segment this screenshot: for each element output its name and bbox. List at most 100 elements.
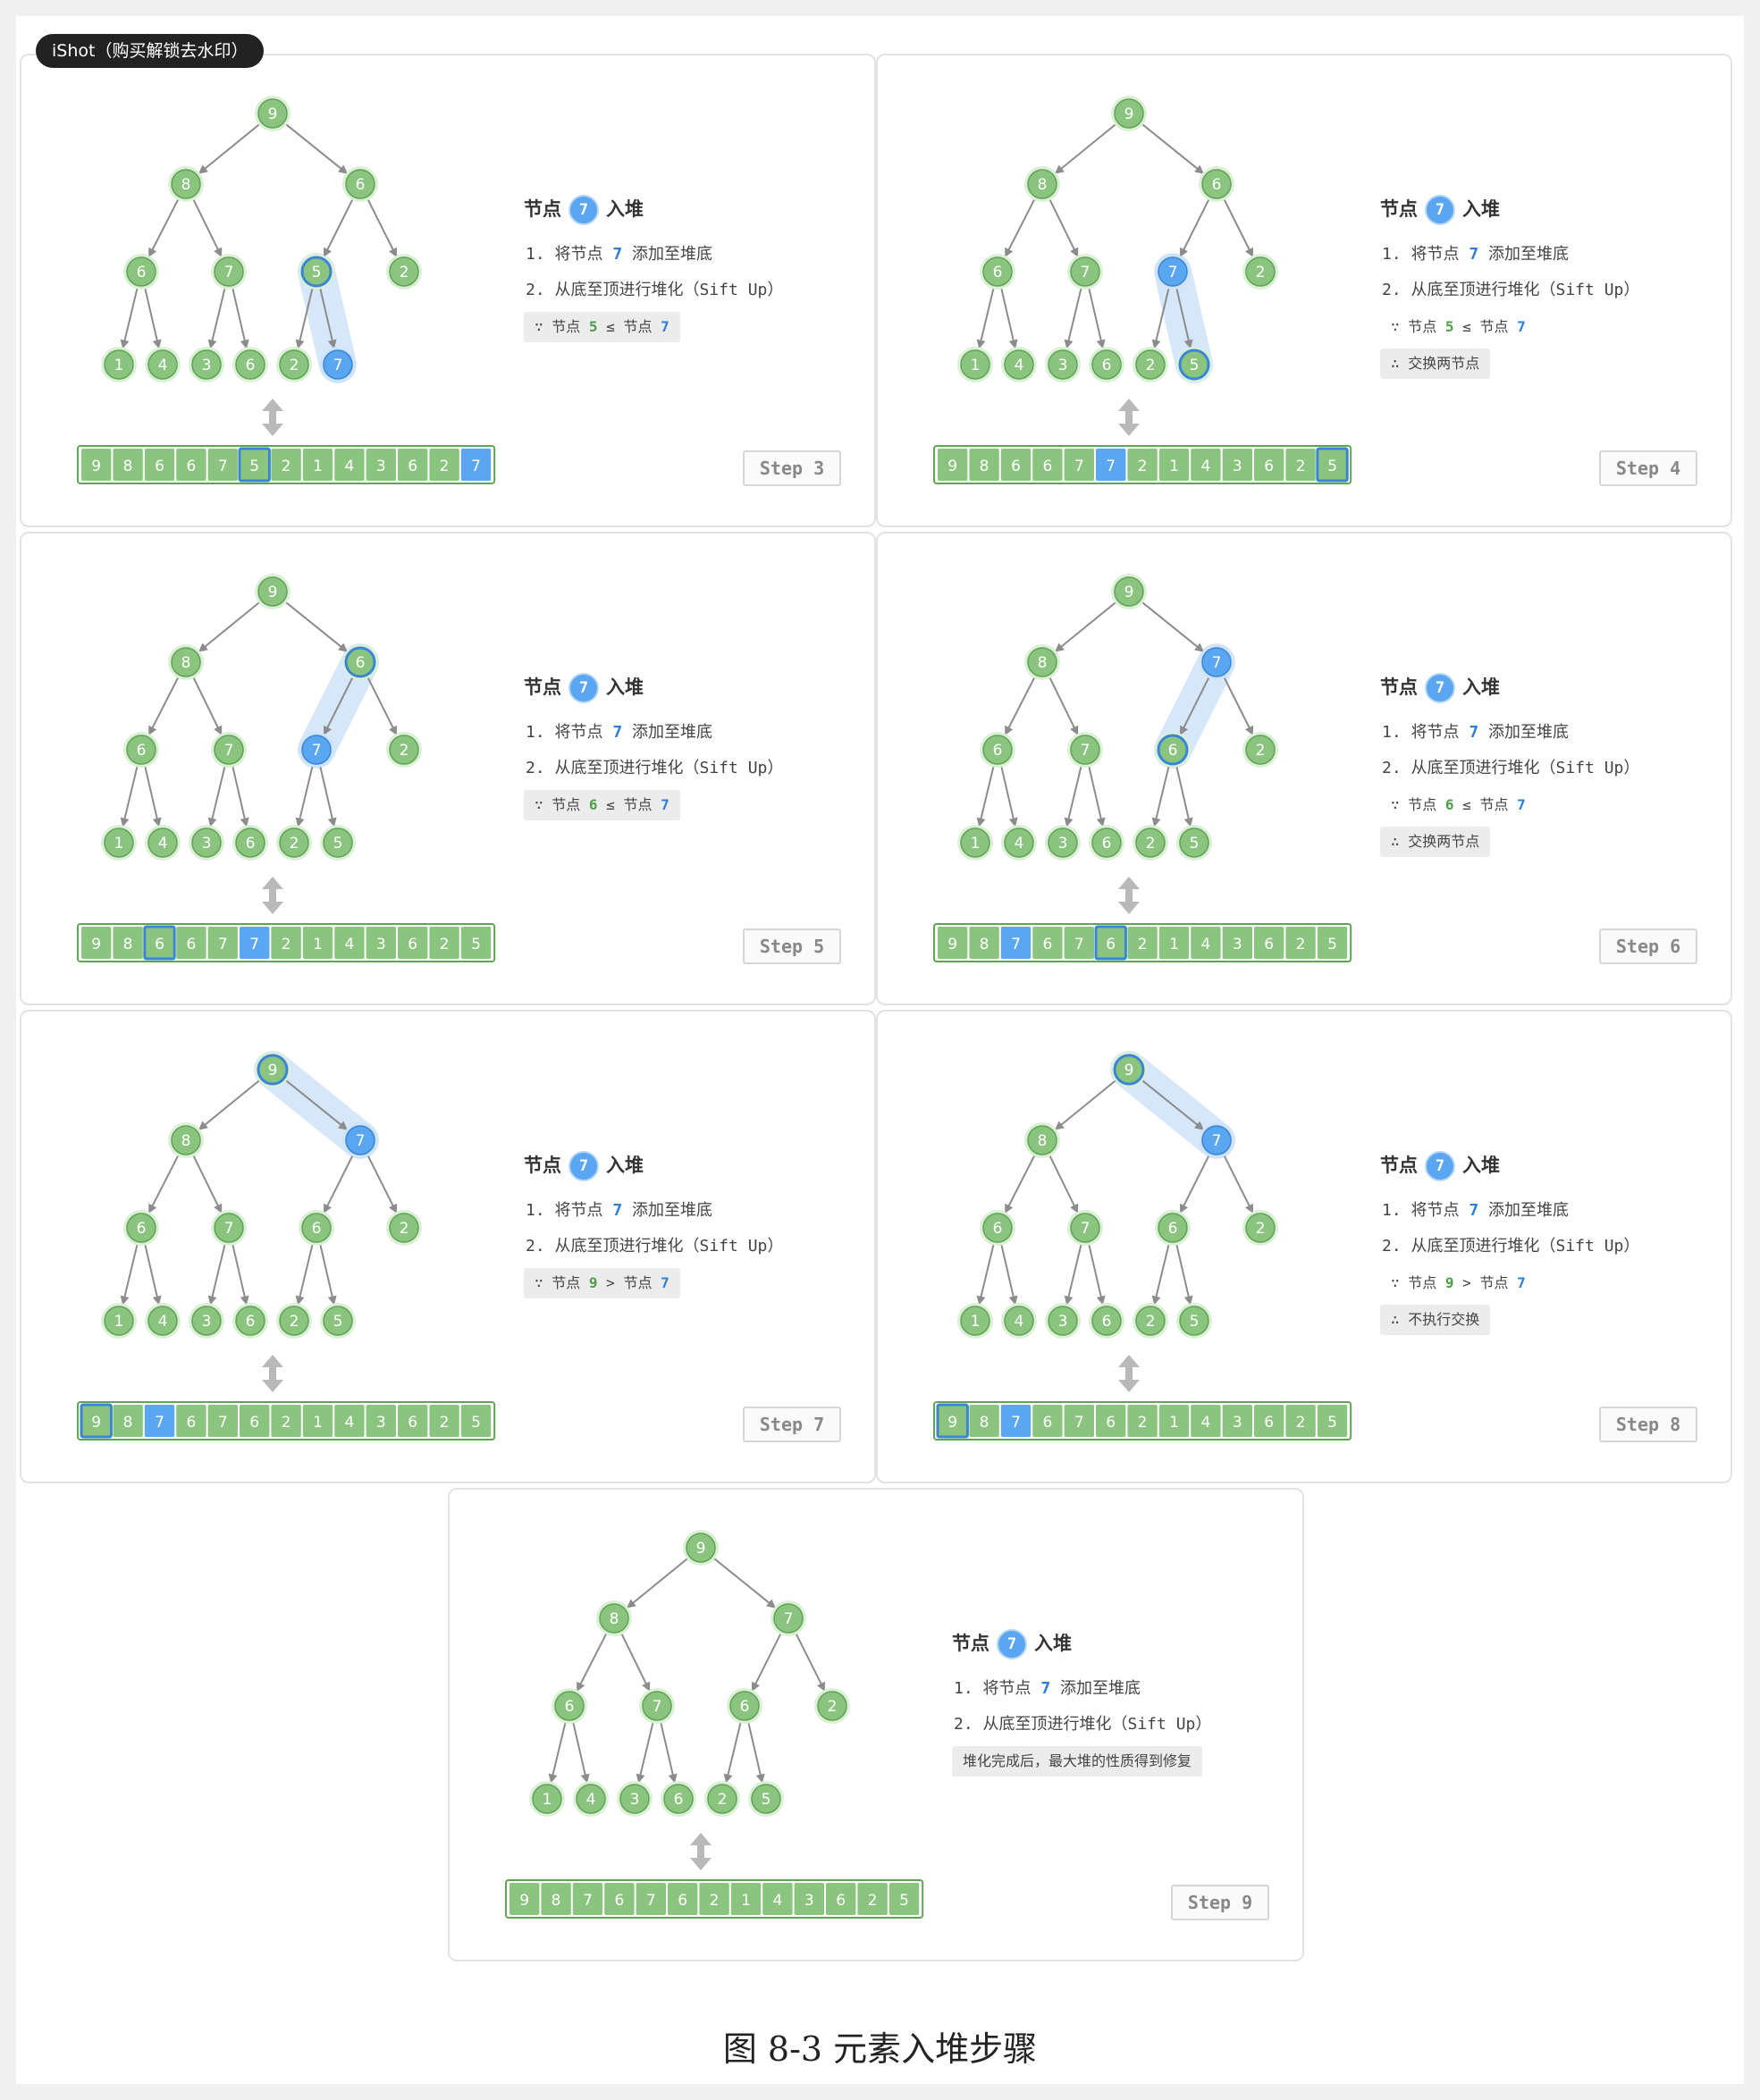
tree-node: 1 (101, 1303, 137, 1339)
array-cell-value: 5 (1327, 1414, 1337, 1432)
tree-node: 3 (189, 1303, 224, 1339)
title-prefix: 节点 (524, 676, 561, 698)
array-cell-value: 7 (218, 936, 228, 953)
tree-node: 3 (1045, 1303, 1081, 1339)
array-cell-value: 6 (186, 1414, 196, 1432)
tree-node-value: 7 (224, 264, 234, 281)
edge-arrowhead (1008, 1295, 1018, 1306)
tree-node: 2 (276, 347, 312, 382)
array-cell-value: 5 (1327, 936, 1337, 953)
edge-arrowhead (755, 1773, 765, 1784)
tree-node: 2 (704, 1781, 740, 1817)
array-frame (933, 923, 1352, 962)
tree-node: 2 (276, 825, 312, 861)
double-arrow-icon (262, 1355, 283, 1392)
step-label-button[interactable]: Step 7 (743, 1407, 841, 1442)
edge-arrowhead (152, 1295, 162, 1306)
edge-arrowhead (240, 1295, 249, 1306)
tree-node-value: 6 (1102, 835, 1112, 853)
edge-arrowhead (327, 817, 337, 827)
tree-node-value: 5 (333, 1313, 343, 1331)
step-label-button[interactable]: Step 6 (1599, 928, 1697, 964)
array-cell (398, 927, 428, 959)
tree-node-value: 6 (1212, 176, 1222, 194)
tree-node-value: 3 (202, 1313, 212, 1331)
tree-node-value: 5 (333, 835, 343, 853)
array-cell-value: 8 (123, 1414, 133, 1432)
instruction-text: 添加至堆底 (1050, 1679, 1141, 1698)
tree-edge (148, 197, 180, 256)
array-cell (302, 1405, 333, 1437)
tree-edge (148, 676, 180, 735)
array-cell (366, 449, 396, 481)
array-cell-value: 4 (772, 1892, 782, 1910)
array-cell (176, 927, 206, 959)
tree-edge (232, 287, 248, 348)
step-label-button[interactable]: Step 4 (1599, 450, 1697, 486)
step-label-button[interactable]: Step 8 (1599, 1407, 1697, 1442)
tree-node-value: 6 (246, 357, 256, 374)
title-prefix: 节点 (1380, 676, 1418, 698)
edge-arrowhead (198, 643, 208, 652)
instruction-value: 7 (1469, 723, 1479, 742)
array-cell (888, 1883, 920, 1915)
tree-node: 9 (255, 574, 291, 609)
instruction-value: 7 (1469, 245, 1479, 264)
array-cell (604, 1883, 635, 1915)
instruction-line-2: 2. 从底至顶进行堆化（Sift Up） (954, 1715, 1212, 1734)
edge-arrowhead (1005, 247, 1014, 257)
array-cell-value: 9 (947, 1414, 957, 1432)
tree-edge (122, 287, 139, 348)
tree-edge (1153, 765, 1170, 826)
array-cell (81, 449, 112, 481)
title-suffix: 入堆 (1462, 1155, 1500, 1176)
array-cell-value: 1 (1169, 458, 1179, 475)
new-node-badge: 7 (568, 195, 599, 225)
tree-node: 2 (276, 1303, 312, 1339)
step-label-button[interactable]: Step 3 (743, 450, 841, 486)
tree-edge (1055, 1079, 1117, 1130)
edge-arrowhead (295, 817, 305, 827)
array-cell (176, 449, 206, 481)
instruction-value: 7 (612, 245, 623, 264)
edge-arrowhead (148, 1203, 157, 1214)
tree-node-value: 3 (1058, 357, 1068, 374)
array-cell-value: 6 (1106, 1414, 1116, 1432)
tree-node-value: 2 (290, 835, 299, 853)
tree-node: 6 (1199, 166, 1234, 202)
array-cell (1254, 449, 1284, 481)
array-cell-value: 4 (1200, 936, 1210, 953)
edge-arrowhead (207, 339, 217, 349)
array-cell (1158, 927, 1190, 959)
tree-node-value: 7 (1081, 742, 1091, 760)
tree-node-value: 2 (1146, 357, 1156, 374)
edge-arrowhead (338, 1121, 348, 1130)
array-frame (77, 445, 496, 484)
tree-node: 2 (386, 1210, 422, 1246)
array-cell-value: 6 (1264, 936, 1274, 953)
array-cell-value: 7 (218, 1414, 228, 1432)
edge-arrowhead (389, 725, 397, 735)
tree-edge (978, 1243, 995, 1304)
comparison-part: 7 (661, 796, 669, 813)
tree-edge (284, 122, 348, 174)
array-cell-value: 2 (1138, 1414, 1148, 1432)
array-cell-value: 6 (1042, 458, 1052, 475)
tree-node: 6 (552, 1688, 587, 1724)
array-cell-value: 3 (376, 1414, 386, 1432)
tree-node-value: 9 (268, 1062, 278, 1079)
tree-node-value: 4 (586, 1791, 596, 1809)
step-label-button[interactable]: Step 9 (1171, 1885, 1269, 1920)
edge-arrowhead (1054, 643, 1065, 652)
tree-edge (1000, 287, 1016, 348)
array-cell-value: 1 (313, 458, 323, 475)
array-cell-value: 6 (186, 458, 196, 475)
title-suffix: 入堆 (606, 1155, 644, 1176)
array-cell-value: 7 (249, 936, 259, 953)
array-cell (429, 927, 459, 959)
tree-edge (297, 1243, 314, 1304)
array-cell-value: 6 (155, 936, 164, 953)
step-label-button[interactable]: Step 5 (743, 928, 841, 964)
comparison-note: ∵ 节点 5 ≤ 节点 7 (1380, 312, 1537, 342)
array-cell (969, 449, 999, 481)
